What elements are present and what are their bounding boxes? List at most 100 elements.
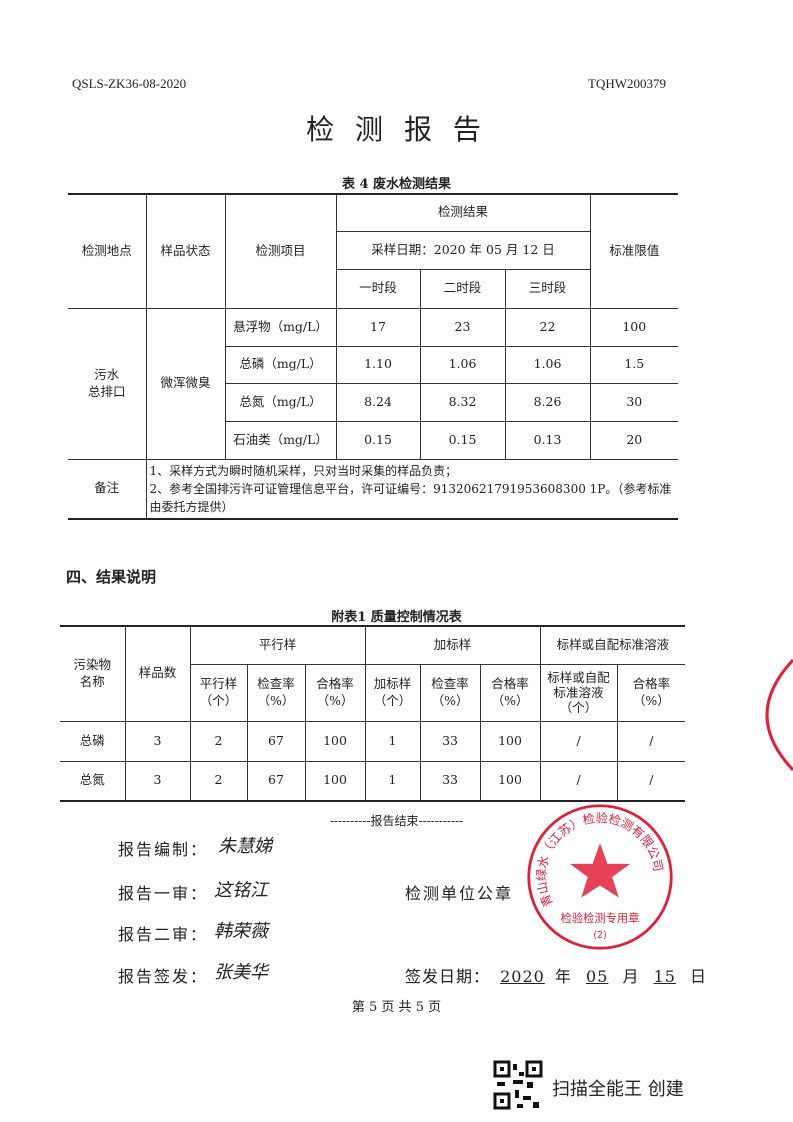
- value-cell: 1: [364, 720, 421, 762]
- header-item: 检测项目: [224, 193, 337, 309]
- remark-label: 备注: [68, 458, 147, 520]
- value-cell: 17: [335, 307, 421, 347]
- remark-text: 1、采样方式为瞬时随机采样，只对当时采集的样品负责； 2、参考全国排污许可证管理…: [145, 458, 679, 520]
- issue-day: 15: [653, 967, 676, 986]
- subheader: 标样或自配 标准溶液 （个）: [539, 663, 618, 722]
- header-period: 三时段: [504, 268, 591, 309]
- table4-caption: 表 4 废水检测结果: [341, 177, 452, 192]
- limit-cell: 20: [589, 420, 679, 460]
- seal-number: (2): [593, 930, 606, 941]
- header-period: 一时段: [336, 268, 421, 309]
- value-cell: 23: [419, 307, 506, 347]
- year-unit: 年: [554, 967, 572, 986]
- review2-signature: 韩荣薇: [214, 921, 268, 942]
- issuer-signature: 张美华: [214, 962, 268, 983]
- value-cell: 2: [189, 760, 248, 802]
- document-code: QSLS-ZK36-08-2020: [72, 76, 187, 91]
- subheader: 平行样 （个）: [190, 663, 248, 722]
- table-row: 石油类（mg/L） 0.15 0.15 0.13 20: [68, 420, 679, 460]
- subheader: 合格率 （%）: [616, 663, 686, 722]
- item-cell: 总氮（mg/L）: [225, 382, 337, 422]
- star-icon: [570, 843, 630, 898]
- header-standard: 标样或自配标准溶液: [539, 625, 686, 665]
- issuer-label: 报告签发：: [118, 967, 209, 986]
- header-spiked: 加标样: [364, 625, 541, 665]
- compiler-label: 报告编制：: [118, 840, 209, 859]
- value-cell: 8.24: [335, 382, 421, 422]
- value-cell: /: [539, 720, 618, 762]
- issue-year: 2020: [500, 967, 545, 986]
- value-cell: 100: [479, 760, 541, 802]
- header-location: 检测地点: [68, 193, 147, 309]
- compiler-signature: 朱慧娣: [218, 836, 272, 857]
- issue-date-label: 签发日期：: [405, 967, 491, 986]
- partial-seal-edge: [765, 658, 793, 772]
- subheader: 合格率 （%）: [479, 663, 541, 722]
- table-row: 总氮 3 2 67 100 1 33 100 / /: [60, 760, 686, 802]
- remark-line: 1、采样方式为瞬时随机采样，只对当时采集的样品负责；: [149, 463, 458, 478]
- value-cell: 33: [419, 760, 481, 802]
- issue-date: 签发日期： 2020 年 05 月 15 日: [405, 963, 707, 987]
- subheader: 检查率 （%）: [419, 663, 481, 722]
- value-cell: 100: [479, 720, 541, 762]
- value-cell: 8.26: [504, 382, 591, 422]
- value-cell: 0.13: [504, 420, 591, 460]
- value-cell: 67: [246, 760, 306, 802]
- value-cell: /: [616, 720, 686, 762]
- scanner-watermark: 扫描全能王 创建: [552, 1079, 684, 1100]
- company-seal: 青山绿水（江苏）检验检测有限公司 检验检测专用章 (2): [527, 804, 673, 950]
- value-cell: 8.32: [419, 382, 506, 422]
- value-cell: 1: [364, 760, 421, 802]
- table2-caption: 附表1 质量控制情况表: [331, 610, 462, 625]
- month-unit: 月: [622, 967, 640, 986]
- value-cell: 33: [419, 720, 481, 762]
- header-sample-count: 样品数: [124, 625, 191, 722]
- item-cell: 悬浮物（mg/L）: [224, 307, 337, 347]
- limit-cell: 1.5: [589, 345, 679, 384]
- header-sampling-date: 采样日期：2020 年 05 月 12 日: [336, 230, 591, 270]
- report-end: ----------报告结束-----------: [329, 814, 464, 828]
- location-cell: 污水 总排口: [68, 307, 147, 460]
- page-number: 第 5 页 共 5 页: [351, 1000, 442, 1015]
- table-row: 总氮（mg/L） 8.24 8.32 8.26 30: [68, 382, 679, 422]
- value-cell: 67: [246, 720, 306, 762]
- sample-state-cell: 微浑微臭: [145, 307, 226, 460]
- review1-signature: 这铭江: [214, 880, 268, 901]
- seal-label: 检测单位公章: [405, 884, 514, 903]
- value-cell: 0.15: [335, 420, 421, 460]
- value-cell: 100: [304, 720, 366, 762]
- table-row: 污水 总排口 微浑微臭 悬浮物（mg/L） 17 23 22 100: [68, 307, 679, 460]
- limit-cell: 30: [589, 382, 679, 422]
- issue-month: 05: [586, 967, 609, 986]
- value-cell: 1.06: [504, 345, 591, 384]
- limit-cell: 100: [589, 307, 679, 347]
- quality-control-table: 污染物 名称 样品数 平行样 加标样 标样或自配标准溶液 平行样 （个） 检查率…: [60, 625, 686, 802]
- value-cell: 0.15: [419, 420, 506, 460]
- header-sample-state: 样品状态: [145, 193, 226, 309]
- value-cell: /: [616, 760, 686, 802]
- value-cell: 2: [189, 720, 248, 762]
- qr-code-icon: [493, 1060, 543, 1110]
- table-row: 总磷 3 2 67 100 1 33 100 / /: [60, 720, 686, 762]
- page-title: 检 测 报 告: [306, 113, 487, 146]
- section-title: 四、结果说明: [66, 568, 157, 586]
- item-cell: 总磷（mg/L）: [225, 345, 337, 384]
- header-pollutant: 污染物 名称: [60, 625, 126, 722]
- subheader: 合格率 （%）: [304, 663, 366, 722]
- remark-line: 2、参考全国排污许可证管理信息平台，许可证编号：9132062179195360…: [149, 481, 672, 514]
- review2-label: 报告二审：: [118, 925, 209, 944]
- value-cell: 100: [304, 760, 366, 802]
- review1-label: 报告一审：: [118, 884, 209, 903]
- header-result: 检测结果: [335, 193, 591, 232]
- pollutant-cell: 总磷: [60, 720, 126, 762]
- item-cell: 石油类（mg/L）: [225, 420, 337, 460]
- pollutant-cell: 总氮: [60, 760, 126, 802]
- value-cell: 1.06: [419, 345, 506, 384]
- subheader: 检查率 （%）: [246, 663, 306, 722]
- header-limit: 标准限值: [589, 193, 679, 309]
- seal-subtext: 检验检测专用章: [561, 911, 640, 925]
- value-cell: 3: [124, 760, 191, 802]
- value-cell: /: [539, 760, 618, 802]
- report-number: TQHW200379: [588, 76, 666, 91]
